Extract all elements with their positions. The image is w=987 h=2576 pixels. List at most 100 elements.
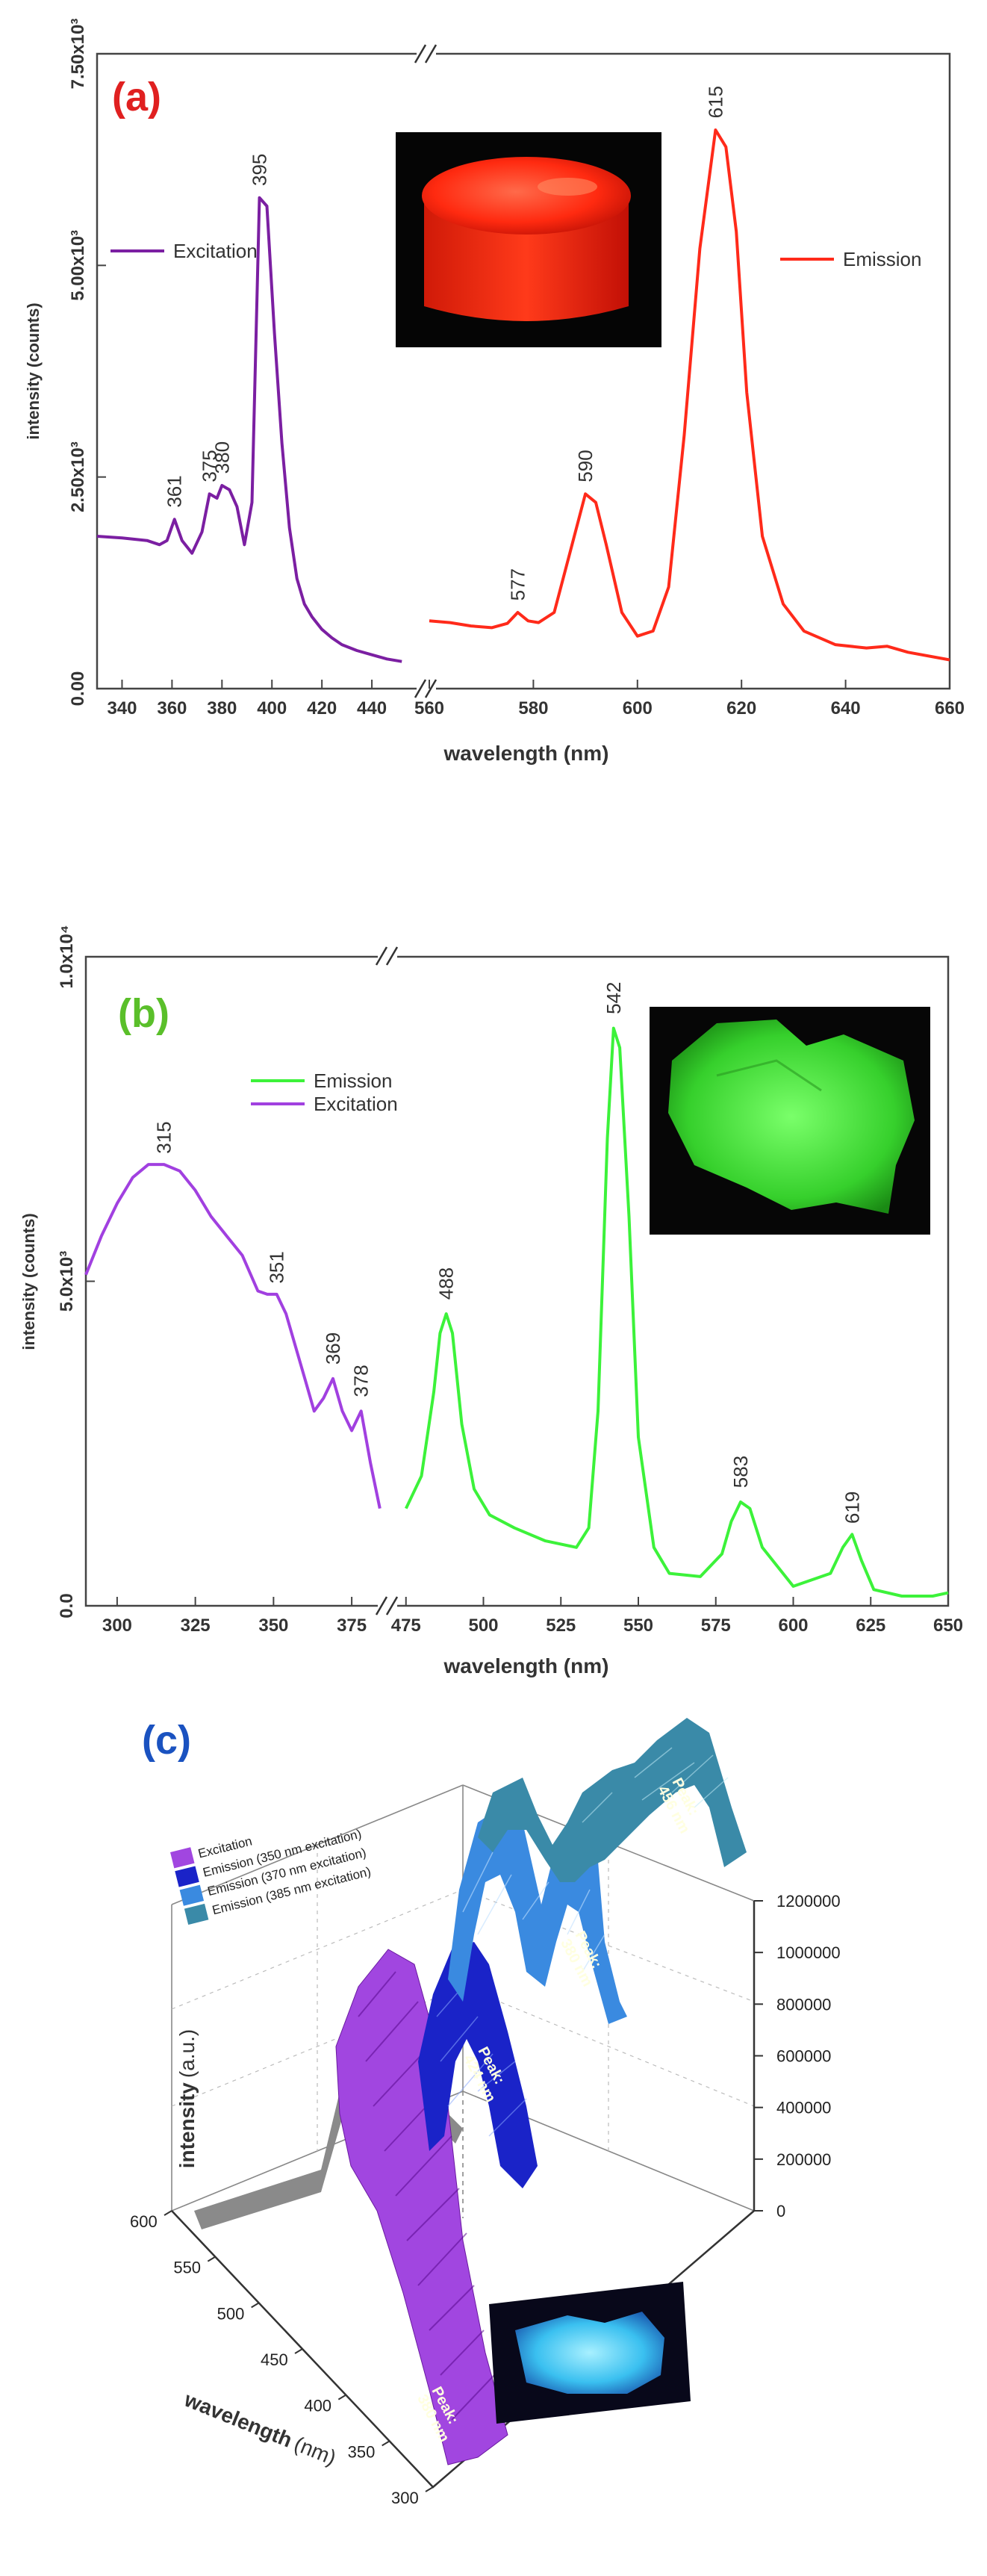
panel-a-y-tick-label-3: 7.50x10³ (68, 19, 88, 90)
panel-a-axis-break-top (414, 44, 438, 63)
panel-c-wavelength-tick-label-350: 350 (348, 2442, 376, 2461)
panel-a-label: (a) (112, 75, 161, 120)
panel-b-x-tick-label-650: 650 (933, 1616, 963, 1636)
panel-a-y-ticks: 0.00 2.50x10³ 5.00x10³ 7.50x10³ (68, 19, 106, 706)
panel-c-z-tick-label-4: 800000 (776, 1995, 831, 2014)
panel-a-x-axis-label: wavelength (nm) (443, 742, 609, 765)
panel-c-wavelength-tick-label-550: 550 (173, 2259, 201, 2277)
panel-c-inset-photo (489, 2282, 691, 2424)
panel-c-wavelength-tick-label-450: 450 (261, 2350, 288, 2369)
panel-c-wavelength-tick-1 (382, 2440, 390, 2447)
panel-c-legend-em370-swatch (179, 1884, 205, 1906)
panel-b-series-emission (404, 1026, 949, 1598)
panel-c-wavelength-tick-label-500: 500 (217, 2304, 245, 2323)
panel-c-z-tick-label-5: 1000000 (776, 1943, 841, 1962)
panel-a-peak-label-615: 615 (704, 86, 726, 118)
panel-c-wavelength-tick-2 (337, 2394, 346, 2400)
panel-a-x-tick-label-420: 420 (307, 698, 337, 719)
panel-b-y-tick-label-1: 5.0x10³ (57, 1251, 77, 1312)
panel-b-y-ticks: 0.0 5.0x10³ 1.0x10⁴ (57, 925, 95, 1618)
panel-a-series-excitation (96, 196, 402, 663)
panel-c-z-tick-label-2: 400000 (776, 2099, 831, 2117)
panel-c-gridlines (171, 1843, 755, 2151)
panel-b-y-axis-label: intensity (counts) (19, 1213, 38, 1350)
panel-c-wavelength-tick-label-400: 400 (304, 2397, 331, 2415)
panel-a-legend-emission: Emission (843, 248, 921, 270)
panel-a-x-tick-label-660: 660 (935, 698, 965, 719)
panel-a-chart: 340 360 380 400 420 440 560 580 600 620 640 660 0.0… (24, 19, 965, 765)
panel-c-legend: Excitation Emission (350 nm excitation) … (170, 1827, 373, 1925)
panel-b-x-axis-label: wavelength (nm) (443, 1654, 609, 1677)
panel-b-x-tick-label-375: 375 (337, 1616, 367, 1636)
panel-b-x-ticks: 300 325 350 375 475 500 525 550 575 600 625 650 (102, 1597, 963, 1636)
panel-b-x-tick-label-575: 575 (701, 1616, 731, 1636)
panel-c-z-tick-label-1: 200000 (776, 2150, 831, 2169)
panel-b-label: (b) (118, 991, 169, 1036)
panel-a-legend-excitation: Excitation (173, 240, 258, 262)
panel-c-legend-em350-swatch (175, 1866, 199, 1887)
panel-a-axis-break-bottom (414, 679, 438, 698)
panel-c-excitation-ribbon (335, 1949, 508, 2465)
panel-b-y-tick-label-0: 0.0 (57, 1593, 77, 1618)
panel-b-x-tick-label-500: 500 (468, 1616, 498, 1636)
panel-a-x-tick-label-440: 440 (357, 698, 387, 719)
panel-a-y-tick-label-1: 2.50x10³ (68, 441, 88, 512)
panel-c-wavelength-tick-label-300: 300 (391, 2489, 419, 2507)
panel-a-x-tick-label-640: 640 (831, 698, 861, 719)
panel-a-x-tick-label-600: 600 (623, 698, 653, 719)
panel-b-chart: 300 325 350 375 475 500 525 550 575 600 625 650 0.0… (19, 925, 963, 1677)
panel-b-peak-labels: 315 351 369 378 488 542 583 619 (153, 982, 864, 1524)
panel-b-series-excitation (84, 1163, 382, 1509)
panel-b-peak-label-315: 315 (153, 1121, 175, 1153)
panel-b-x-tick-label-525: 525 (546, 1616, 576, 1636)
panel-a-x-tick-label-380: 380 (207, 698, 237, 719)
panel-c-wavelength-tick-3 (294, 2348, 303, 2354)
panel-c-wavelength-tick-label-600: 600 (130, 2212, 158, 2231)
panel-a-x-ticks: 340 360 380 400 420 440 560 580 600 620 640 660 (107, 680, 965, 719)
panel-b-axis-break-bottom (375, 1596, 399, 1616)
panel-b-x-tick-label-325: 325 (181, 1616, 211, 1636)
panel-c-legend-excitation-swatch (170, 1847, 195, 1869)
panel-c-wavelength-ticks: 300 350 400 450 500 550 600 (130, 2210, 434, 2507)
panel-b-x-tick-label-300: 300 (102, 1616, 132, 1636)
panel-a-x-tick-label-620: 620 (726, 698, 756, 719)
panel-b-x-tick-label-625: 625 (856, 1616, 885, 1636)
panel-b-x-tick-label-350: 350 (258, 1616, 288, 1636)
panel-b-series-lines (84, 1026, 949, 1598)
panel-a-peak-label-380: 380 (211, 441, 233, 474)
panel-b-x-tick-label-550: 550 (623, 1616, 653, 1636)
panel-c-label: (c) (142, 1718, 191, 1763)
panel-c-z-tick-label-0: 0 (776, 2202, 785, 2220)
panel-c-z-tick-label-3: 600000 (776, 2047, 831, 2066)
panel-c-legend-em385-swatch (184, 1903, 209, 1925)
panel-b-x-tick-label-600: 600 (778, 1616, 808, 1636)
panel-c-em385-ribbon (478, 1718, 747, 1882)
panel-b-peak-label-619: 619 (841, 1492, 863, 1524)
panel-b-peak-label-369: 369 (322, 1332, 344, 1365)
panel-a-plot-frame (96, 52, 951, 690)
panel-b-peak-label-488: 488 (435, 1267, 458, 1300)
panel-a-series-lines (96, 128, 950, 663)
panel-c-wavelength-tick-4 (251, 2302, 260, 2309)
panel-c-wavelength-tick-0 (425, 2486, 434, 2492)
panel-c-z-tick-label-6: 1200000 (776, 1892, 841, 1911)
panel-b-peak-label-351: 351 (266, 1251, 288, 1283)
panel-b-peak-label-378: 378 (350, 1365, 373, 1397)
panel-a-peak-label-375: 375 (199, 450, 221, 482)
panel-a-y-tick-label-2: 5.00x10³ (68, 230, 88, 301)
panel-c-z-axis-label: intensity(a.u.) (175, 2029, 199, 2169)
panel-a-peak-label-395: 395 (249, 154, 271, 186)
panel-c-em370-hatch (462, 1852, 605, 1973)
panel-b-legend-excitation: Excitation (314, 1093, 398, 1115)
panel-a-y-axis-label: intensity (counts) (24, 302, 43, 439)
panel-c-z-ticks: 0 200000 400000 600000 800000 1000000 1200000 (754, 1892, 841, 2220)
panel-a-peak-label-577: 577 (506, 568, 529, 600)
panel-c-em385-hatch (582, 1747, 729, 1823)
panel-a-series-emission (429, 128, 950, 662)
panel-a-x-tick-label-580: 580 (518, 698, 548, 719)
panel-a-x-tick-label-360: 360 (157, 698, 187, 719)
panel-b-axis-break-top (375, 946, 399, 966)
panel-a-peak-label-361: 361 (164, 475, 186, 507)
